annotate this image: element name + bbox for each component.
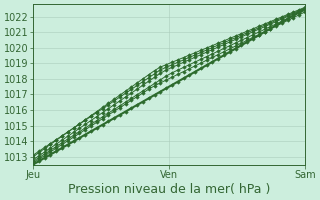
X-axis label: Pression niveau de la mer( hPa ): Pression niveau de la mer( hPa ) bbox=[68, 183, 270, 196]
